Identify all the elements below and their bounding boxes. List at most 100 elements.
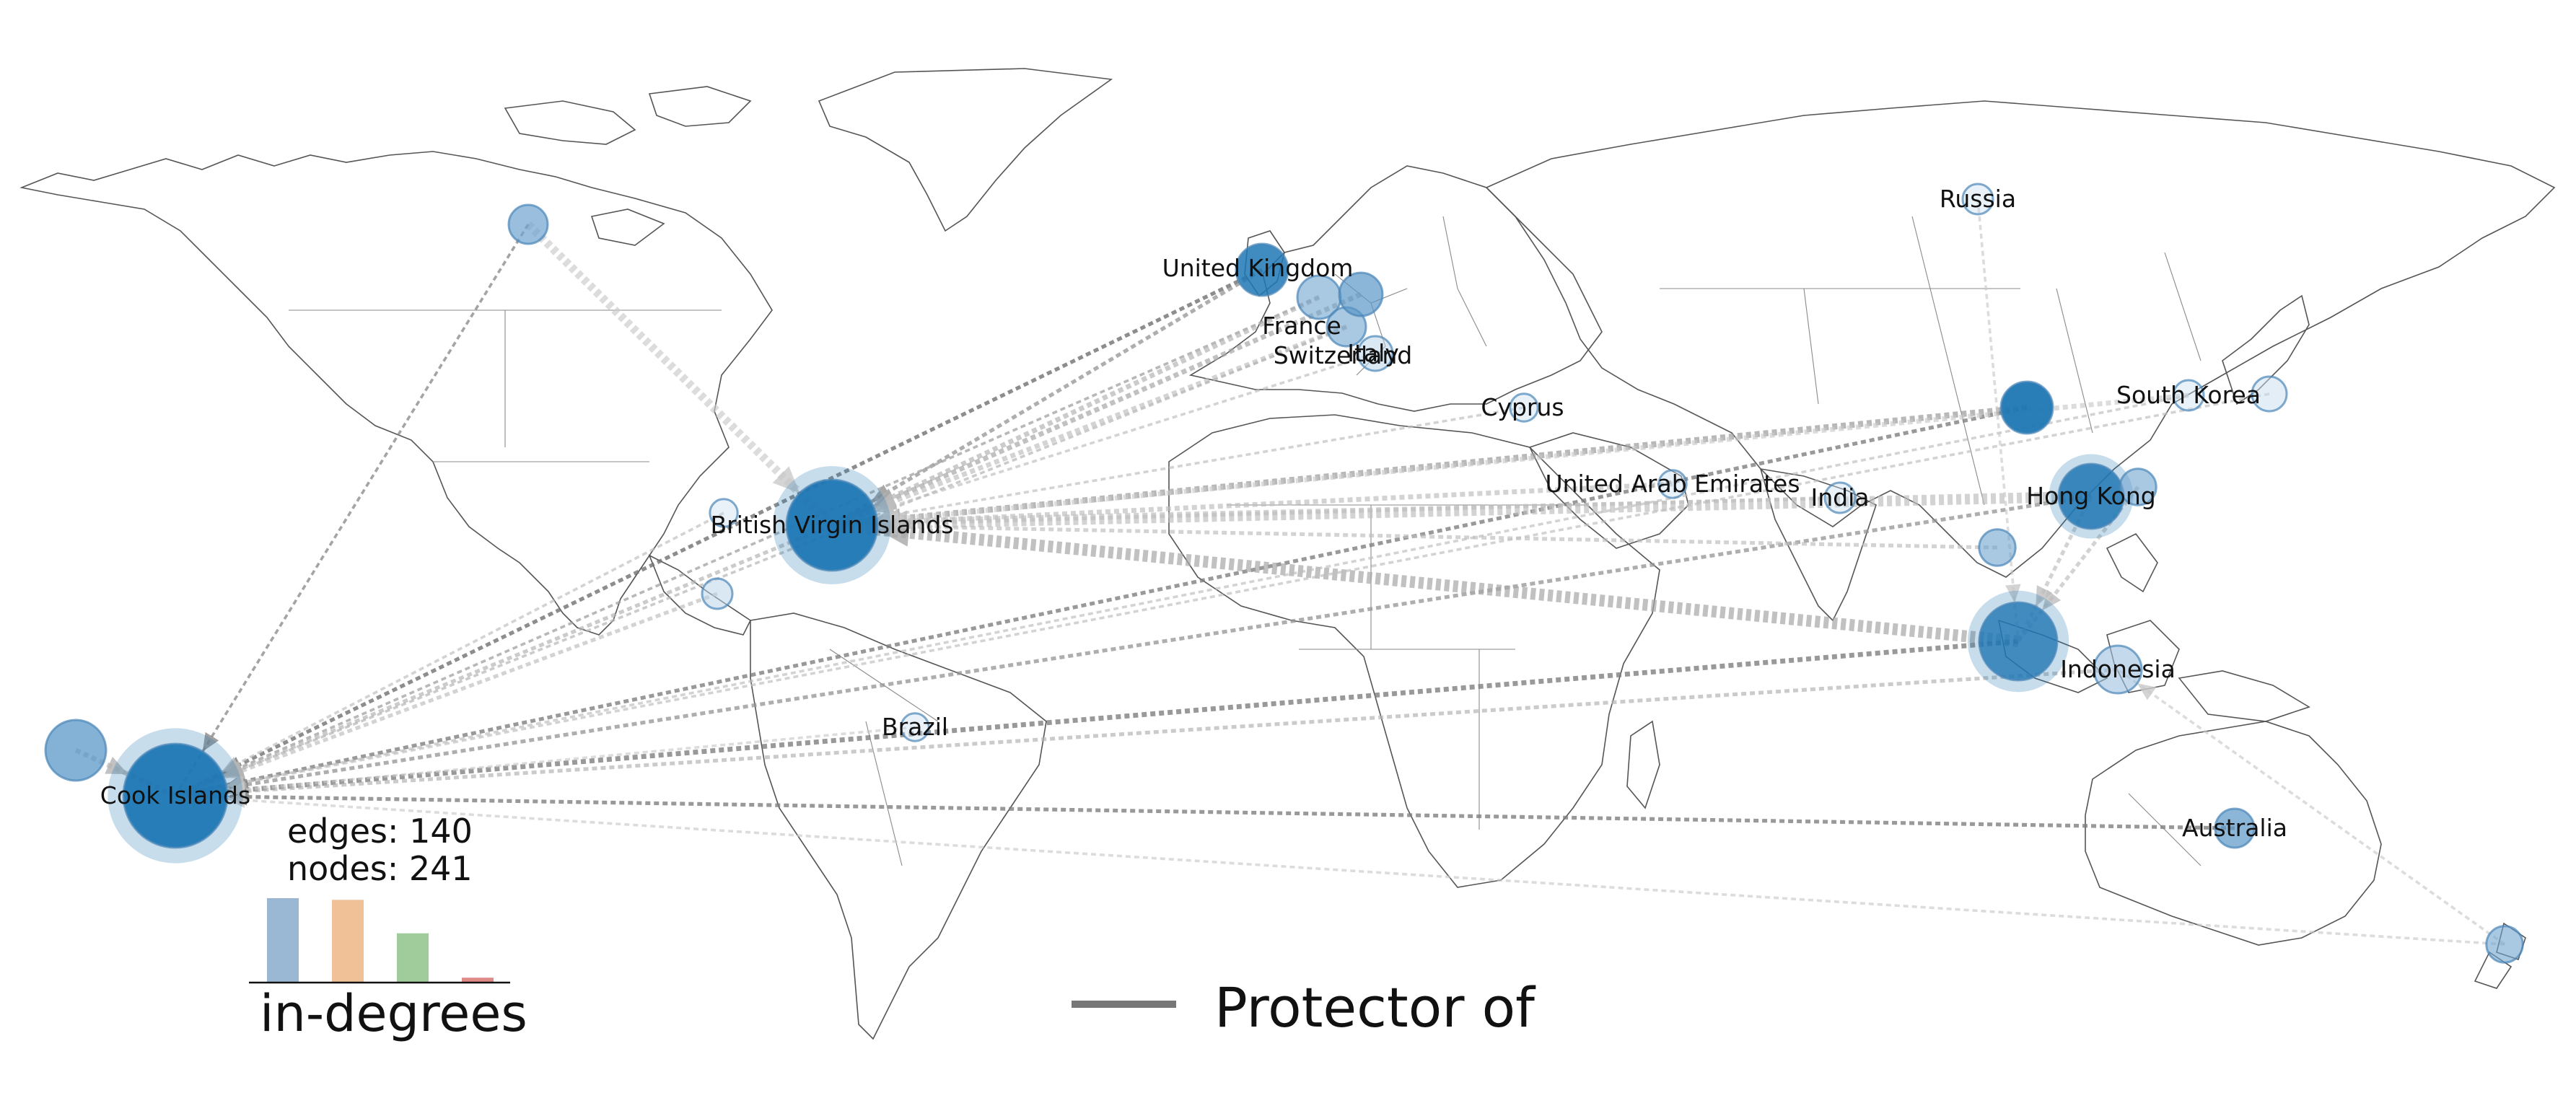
histogram-bar-2 — [332, 900, 364, 982]
node-samoa — [44, 719, 108, 782]
node-nz — [2485, 925, 2524, 964]
edge-japan-to-cook — [175, 392, 2270, 797]
node-uk — [1235, 242, 1289, 297]
edge-indo_main-to-cook — [175, 638, 2019, 799]
node-italy — [1357, 335, 1394, 372]
southeast-asia-islands-outline — [1997, 532, 2310, 722]
in-degree-histogram — [249, 898, 510, 984]
node-label-brazil: Brazil — [882, 713, 948, 741]
node-bvi — [785, 478, 879, 572]
node-layer — [44, 183, 2524, 964]
arctic-islands-outline — [504, 86, 752, 246]
edge-taiwan-to-indo_main — [2016, 486, 2140, 643]
node-label-russia: Russia — [1940, 185, 2016, 213]
node-canada — [507, 203, 549, 245]
node-cn_east — [1999, 380, 2054, 435]
node-australia — [2214, 807, 2256, 849]
node-indo_main — [1978, 601, 2059, 682]
edge-bvi-to-cook — [175, 523, 833, 798]
node-label-southkorea: South Korea — [2116, 381, 2261, 409]
greenland-outline — [818, 68, 1113, 232]
edge-indo_main-to-bvi — [831, 519, 2019, 648]
edge-layer — [74, 198, 2506, 946]
india-outline — [1759, 468, 1877, 622]
node-label-cyprus: Cyprus — [1481, 393, 1564, 421]
edge-arrowhead-russia-to-indo_main — [2005, 584, 2021, 603]
node-cook — [122, 742, 229, 849]
edge-arrowhead-brazil-to-cook — [227, 781, 246, 797]
histogram-bar-1 — [267, 898, 299, 982]
edge-indonesia-to-cook — [175, 667, 2119, 798]
node-label-uae: United Arab Emirates — [1545, 470, 1800, 498]
node-label-france: France — [1262, 312, 1341, 340]
edge-uae-to-bvi — [831, 481, 1673, 528]
nodes-count: nodes: 241 — [287, 849, 473, 888]
edge-panama-to-cook — [175, 592, 718, 798]
node-panama — [701, 577, 734, 610]
edge-arrowhead-bvi-to-cook — [223, 760, 245, 777]
japan-outline — [2222, 294, 2310, 405]
australia-outline — [2085, 721, 2382, 946]
edge-cyprus-to-bvi — [831, 406, 1525, 527]
edge-nz-to-indonesia — [2116, 668, 2506, 946]
edge-france-to-cook — [175, 296, 1320, 797]
node-brazil — [900, 712, 930, 742]
edge-arrowhead-nz-to-indonesia — [2137, 683, 2157, 700]
africa-outline — [1168, 414, 1660, 888]
node-bahamas — [709, 498, 739, 528]
edge-india-to-bvi — [831, 496, 1841, 527]
edge-uk-to-bvi — [831, 268, 1263, 527]
edge-vietnam-to-bvi — [831, 523, 1998, 550]
node-label-switzerland: Switzerland — [1274, 341, 1413, 369]
edge-southkorea-to-cook — [175, 394, 2189, 797]
edge-germany-to-bvi — [831, 291, 1362, 528]
edge-switzerland-to-bvi — [831, 324, 1348, 528]
edge-bahamas-to-cook — [175, 511, 724, 797]
edge-australia-to-cook — [175, 794, 2235, 830]
edge-southkorea-to-bvi — [831, 392, 2189, 528]
edge-brazil-to-cook — [175, 726, 916, 797]
node-japan — [2251, 375, 2288, 413]
node-label-indonesia: Indonesia — [2060, 655, 2176, 683]
node-label-australia: Australia — [2182, 814, 2287, 842]
asia-outline — [1485, 100, 2556, 578]
edge-france-to-bvi — [831, 294, 1320, 528]
node-india — [1823, 481, 1857, 514]
node-taiwan — [2119, 467, 2157, 506]
node-label-cook: Cook Islands — [100, 781, 250, 809]
north-america-outline — [19, 151, 773, 636]
node-label-india: India — [1811, 483, 1870, 511]
node-cyprus — [1509, 392, 1539, 423]
south-america-outline — [750, 612, 1047, 1040]
land-outlines — [19, 68, 2556, 1040]
label-layer: Cook Islands British Virgin Islands Indone… — [100, 185, 2287, 842]
edge-arrowhead-hongkong-to-indo_main — [2036, 585, 2053, 607]
node-southkorea — [2172, 379, 2205, 412]
edge-arrowhead-samoa-to-cook — [105, 757, 128, 775]
edge-arrowhead-nz-to-cook — [227, 792, 246, 808]
edge-arrowhead-vietnam-to-bvi — [877, 517, 898, 535]
node-germany — [1338, 271, 1384, 317]
histogram-bar-4 — [462, 978, 494, 982]
edge-arrowhead-canada-to-cook — [202, 732, 219, 752]
histogram-title: in-degrees — [260, 984, 527, 1043]
madagascar-outline — [1626, 720, 1660, 809]
edge-hongkong-to-bvi — [831, 491, 2092, 531]
histogram-bar-3 — [397, 933, 429, 982]
edge-hongkong-to-cook — [175, 494, 2092, 798]
node-label-bvi: British Virgin Islands — [711, 511, 954, 539]
edge-arrowhead-canada-to-bvi — [772, 466, 800, 493]
edge-uk-to-cook — [174, 268, 1263, 798]
node-russia — [1961, 183, 1994, 216]
edges-count: edges: 140 — [287, 812, 473, 851]
node-uae — [1657, 469, 1688, 499]
legend-label: Protector of — [1214, 975, 1535, 1040]
edge-cn_east-to-cook — [175, 405, 2028, 798]
edge-switzerland-to-cook — [175, 325, 1347, 797]
node-label-hongkong: Hong Kong — [2026, 482, 2155, 510]
node-label-italy: Italy — [1347, 339, 1399, 367]
node-vietnam — [1978, 528, 2017, 567]
edge-russia-to-indo_main — [1976, 198, 2020, 642]
node-label-uk: United Kingdom — [1162, 254, 1354, 282]
